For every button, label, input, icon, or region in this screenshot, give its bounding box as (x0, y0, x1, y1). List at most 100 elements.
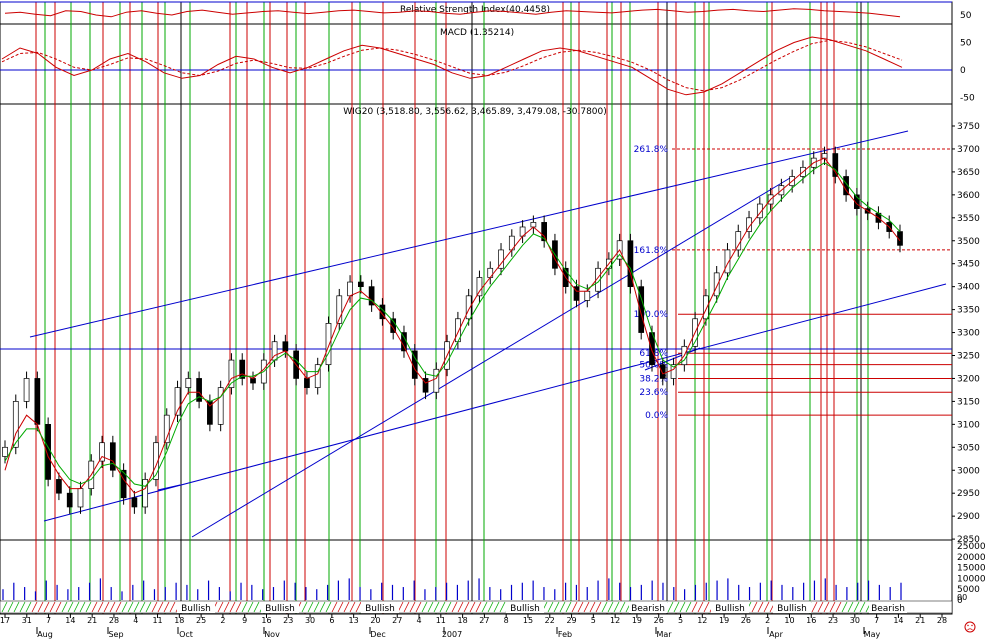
candle-body (487, 267, 494, 278)
candle-body (336, 295, 343, 324)
x-day-label: 26 (654, 616, 664, 625)
signal-label-bg (506, 602, 544, 613)
signal-hatch (343, 601, 350, 613)
signal-hatch (217, 601, 224, 613)
signal-label: Bullish (510, 604, 540, 614)
x-day-label: 22 (545, 616, 555, 625)
candle-body (433, 368, 440, 393)
volume-tick-label: 0 (957, 596, 963, 606)
candle-body (142, 479, 149, 508)
x-day-label: 30 (850, 616, 860, 625)
candle-body (56, 479, 62, 494)
price-tick-label: 3250 (957, 352, 980, 362)
signal-hatch (25, 601, 32, 613)
signal-hatch (469, 601, 476, 613)
signal-hatch (829, 601, 836, 613)
candle-body (724, 249, 731, 274)
signal-hatch (493, 601, 500, 613)
x-day-label: 5 (678, 616, 683, 625)
candle-body (746, 217, 752, 232)
price-tick-label: 3150 (957, 397, 980, 407)
x-day-label: 4 (133, 616, 138, 625)
x-day-label: 2 (765, 616, 770, 625)
signal-hatch (7, 601, 14, 613)
x-day-label: 12 (610, 616, 620, 625)
price-tick-label: 3450 (957, 260, 980, 270)
volume-tick-label: 5000 (957, 585, 980, 595)
price-tick-label: 3550 (957, 214, 980, 224)
signal-hatch (553, 601, 560, 613)
signal-hatch (127, 601, 134, 613)
candle-body (735, 231, 742, 251)
candle-body (217, 387, 224, 425)
x-day-label: 27 (479, 616, 489, 625)
signal-hatch (565, 601, 572, 613)
x-day-label: 19 (719, 616, 729, 625)
retrace-trend-line (644, 347, 701, 371)
signal-hatch (145, 601, 152, 613)
signal-label: Bullish (777, 604, 807, 614)
signal-hatch (673, 601, 680, 613)
signal-label-bg (361, 602, 399, 613)
signal-hatch (703, 601, 710, 613)
signal-label-bg (869, 602, 907, 613)
signal-hatch (319, 601, 326, 613)
x-day-label: 2 (220, 616, 225, 625)
signal-hatch (313, 601, 320, 613)
x-day-label: 7 (874, 616, 879, 625)
diagonal-trend-line (191, 177, 791, 538)
signal-hatch (499, 601, 506, 613)
panel-border-price (0, 103, 953, 541)
signal-hatch (325, 601, 332, 613)
signal-hatch (841, 601, 848, 613)
signal-hatch (751, 601, 758, 613)
signal-hatch (331, 601, 338, 613)
x-day-label: 7 (46, 616, 51, 625)
candle-body (854, 194, 860, 209)
signal-hatch (85, 601, 92, 613)
x-day-label: 9 (242, 616, 247, 625)
candle-body (584, 290, 591, 301)
signal-hatch (43, 601, 50, 613)
signal-hatch (55, 601, 62, 613)
signal-hatch (31, 601, 38, 613)
candle-body (153, 442, 159, 480)
price-tick-label: 2950 (957, 489, 980, 499)
x-day-label: 27 (392, 616, 402, 625)
candle-body (163, 414, 170, 444)
signal-hatch (415, 601, 422, 613)
x-month-label: Sep (108, 630, 123, 639)
candle-body (638, 286, 645, 333)
signal-hatch (109, 601, 116, 613)
x-day-label: 31 (22, 616, 32, 625)
fib-label: 0.0% (645, 411, 668, 421)
x-month-label: Feb (558, 630, 572, 639)
signal-hatch (235, 601, 242, 613)
candle-body (422, 378, 429, 393)
fib-label: 38.2% (639, 374, 668, 384)
x-month-label: Dec (370, 630, 385, 639)
price-title: WIG20 (3,518.80, 3,556.62, 3,465.89, 3,4… (343, 107, 607, 117)
price-tick-label: 3750 (957, 122, 980, 132)
signal-hatch (37, 601, 44, 613)
signal-hatch (613, 601, 620, 613)
signal-hatch (121, 601, 128, 613)
volume-tick-label: 10000 (957, 574, 986, 584)
signal-hatch (223, 601, 230, 613)
fib-label: 100.0% (634, 310, 669, 320)
price-tick-label: 3700 (957, 145, 980, 155)
macd-tick-label: 0 (960, 66, 966, 76)
signal-hatch (859, 601, 866, 613)
signal-hatch (547, 601, 554, 613)
x-day-label: 25 (196, 616, 206, 625)
signal-hatch (355, 601, 362, 613)
signal-hatch (403, 601, 410, 613)
fib-label: 161.8% (634, 246, 669, 256)
fib-label: 23.6% (639, 388, 668, 398)
candle-body (347, 281, 353, 297)
candle-body (541, 222, 548, 242)
x-day-label: 19 (632, 616, 642, 625)
volume-tick-label: 15000 (957, 564, 986, 574)
